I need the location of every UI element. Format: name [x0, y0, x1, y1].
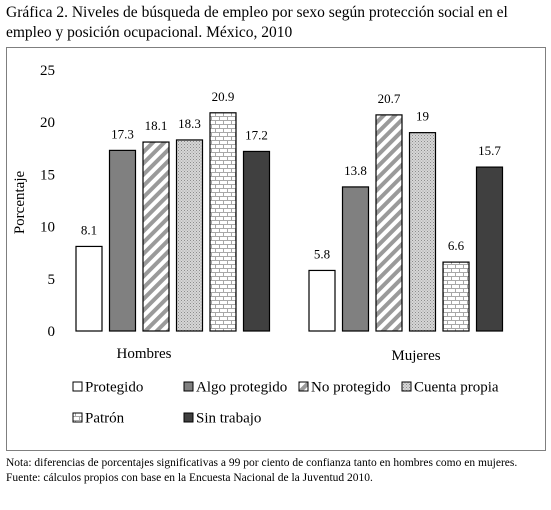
data-label: 18.3: [178, 116, 201, 131]
legend-swatch: [401, 381, 412, 392]
bar-algo-protegido-hombres: [108, 149, 137, 332]
legend-swatch: [183, 412, 194, 423]
legend-label: Sin trabajo: [196, 411, 261, 427]
legend-label: No protegido: [311, 380, 391, 396]
data-label: 13.8: [344, 163, 367, 178]
bar-patr-n-hombres: [209, 112, 237, 332]
data-label: 20.9: [212, 89, 235, 104]
data-label: 5.8: [314, 246, 330, 261]
y-axis: 0 5 10 15 20 25: [40, 63, 55, 340]
y-tick-label: 20: [40, 115, 55, 131]
bar-patr-n-mujeres: [442, 261, 470, 332]
bar-chart: 0 5 10 15 20 25 8.1 17.3 18.1 18.3 20.9 17.2 5.8 13.…: [12, 63, 504, 427]
legend: Protegido Algo protegido No protegido Cuent…: [72, 380, 499, 427]
bar-algo-protegido-mujeres: [341, 186, 370, 332]
y-tick-label: 25: [40, 63, 55, 79]
data-label: 8.1: [81, 222, 97, 237]
y-tick-label: 0: [48, 324, 56, 340]
category-label: Mujeres: [391, 348, 440, 364]
y-tick-label: 15: [40, 167, 55, 183]
footnotes: Nota: diferencias de porcentajes signifi…: [6, 456, 548, 486]
bar-sin-trabajo-hombres: [242, 150, 271, 332]
chart-frame: 0 5 10 15 20 25 8.1 17.3 18.1 18.3 20.9 17.2 5.8 13.…: [6, 47, 546, 451]
y-tick-label: 5: [48, 272, 56, 288]
data-label: 17.2: [245, 127, 268, 142]
legend-swatch: [72, 381, 83, 392]
source-text: Fuente: cálculos propios con base en la …: [6, 472, 373, 484]
bar-sin-trabajo-mujeres: [475, 166, 504, 332]
data-label: 6.6: [448, 238, 465, 253]
legend-swatch: [72, 412, 83, 423]
legend-swatch: [298, 381, 309, 392]
chart-title: Gráfica 2. Niveles de búsqueda de empleo…: [6, 4, 508, 41]
legend-label: Algo protegido: [196, 380, 287, 396]
data-label: 19: [416, 109, 429, 124]
bar-no-protegido-hombres: [142, 141, 170, 332]
data-label: 17.3: [111, 126, 134, 141]
bars-group: 8.1 17.3 18.1 18.3 20.9 17.2 5.8 13.8 20.7 19 6.6 1…: [75, 89, 504, 332]
bar-no-protegido-mujeres: [375, 114, 403, 332]
note-text: Nota: diferencias de porcentajes signifi…: [6, 457, 518, 469]
y-axis-label: Porcentaje: [12, 171, 28, 235]
legend-label: Protegido: [85, 380, 143, 396]
bar-cuenta-propia-mujeres: [408, 132, 437, 332]
data-label: 20.7: [378, 91, 401, 106]
category-label: Hombres: [117, 346, 172, 362]
bar-protegido-mujeres: [308, 269, 336, 332]
legend-label: Patrón: [85, 411, 125, 427]
bar-cuenta-propia-hombres: [175, 139, 204, 332]
legend-label: Cuenta propia: [414, 380, 499, 396]
bar-protegido-hombres: [75, 245, 103, 332]
data-label: 15.7: [478, 143, 501, 158]
y-tick-label: 10: [40, 220, 55, 236]
category-labels: Hombres Mujeres: [117, 346, 441, 364]
data-label: 18.1: [145, 118, 168, 133]
legend-swatch: [183, 381, 194, 392]
